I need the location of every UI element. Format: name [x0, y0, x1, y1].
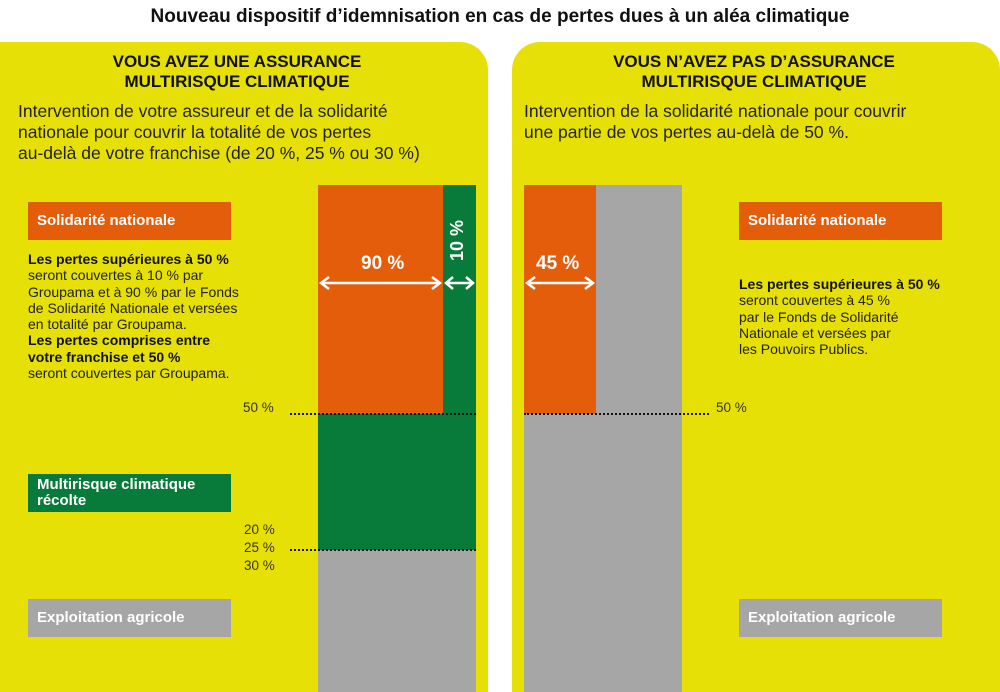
tick-50: 50 %: [243, 400, 274, 415]
tick-50: 50 %: [716, 400, 747, 415]
intro-line: une partie de vos pertes au-delà de 50 %…: [524, 122, 849, 142]
intro-line: au-delà de votre franchise (de 20 %, 25 …: [18, 143, 420, 163]
label-line: Multirisque climatique: [37, 476, 196, 493]
solidarite-45-block: [524, 185, 596, 414]
threshold-50-line: [290, 413, 476, 415]
desc-line: Nationale et versées par: [739, 324, 891, 341]
heading-line: VOUS AVEZ UNE ASSURANCE: [112, 52, 362, 71]
tick-25: 25 %: [244, 540, 275, 555]
panel-without-insurance: VOUS N’AVEZ PAS D’ASSURANCE MULTIRISQUE …: [512, 42, 1000, 692]
desc-line: en totalité par Groupama.: [28, 316, 187, 333]
desc-line: les Pouvoirs Publics.: [739, 341, 869, 358]
exploitation-label: Exploitation agricole: [739, 599, 942, 637]
solidarite-90-block: [318, 185, 443, 414]
panel-with-insurance: VOUS AVEZ UNE ASSURANCE MULTIRISQUE CLIM…: [0, 42, 488, 692]
threshold-50-line: [524, 413, 709, 415]
double-arrow-icon: [444, 276, 475, 290]
pct-45-label: 45 %: [536, 253, 580, 274]
label-text: Exploitation agricole: [37, 609, 185, 626]
intro-line: nationale pour couvrir la totalité de vo…: [18, 122, 372, 142]
desc-line: de Solidarité Nationale et versées: [28, 299, 238, 316]
exploitation-label: Exploitation agricole: [28, 599, 231, 637]
pct-10-label: 10 %: [447, 219, 468, 262]
label-text: Solidarité nationale: [37, 212, 176, 229]
page-title: Nouveau dispositif d’idemnisation en cas…: [150, 6, 850, 27]
desc-line: seront couvertes par Groupama.: [28, 365, 230, 382]
panel-heading: VOUS AVEZ UNE ASSURANCE MULTIRISQUE CLIM…: [72, 52, 402, 92]
heading-line: VOUS N’AVEZ PAS D’ASSURANCE: [613, 52, 895, 71]
coverage-description: Les pertes supérieures à 50 % seront cou…: [739, 276, 940, 357]
heading-line: MULTIRISQUE CLIMATIQUE: [641, 72, 867, 91]
intro-text: Intervention de votre assureur et de la …: [18, 101, 420, 164]
exploitation-block: [524, 414, 682, 692]
desc-line: Groupama et à 90 % par le Fonds: [28, 283, 239, 300]
tick-30: 30 %: [244, 558, 275, 573]
solidarite-label: Solidarité nationale: [28, 202, 231, 240]
multirisque-label: Multirisque climatique récolte: [28, 474, 231, 512]
label-text: Exploitation agricole: [748, 609, 896, 626]
groupama-10-block: [443, 185, 476, 414]
double-arrow-icon: [318, 276, 443, 290]
desc-line: seront couvertes à 10 % par: [28, 267, 204, 284]
multirisque-block: [318, 414, 476, 550]
intro-text: Intervention de la solidarité nationale …: [524, 101, 906, 143]
label-line: récolte: [37, 492, 87, 509]
desc-bold: Les pertes comprises entre: [28, 332, 211, 349]
desc-bold: votre franchise et 50 %: [28, 348, 181, 365]
desc-bold: Les pertes supérieures à 50 %: [28, 251, 229, 267]
heading-line: MULTIRISQUE CLIMATIQUE: [124, 72, 350, 91]
threshold-franchise-line: [290, 549, 476, 551]
pct-90-label: 90 %: [361, 253, 405, 274]
label-text: Solidarité nationale: [748, 212, 887, 229]
panel-heading: VOUS N’AVEZ PAS D’ASSURANCE MULTIRISQUE …: [554, 52, 954, 92]
uncovered-block: [596, 185, 682, 414]
desc-line: par le Fonds de Solidarité: [739, 308, 899, 325]
solidarite-label: Solidarité nationale: [739, 202, 942, 240]
intro-line: Intervention de la solidarité nationale …: [524, 101, 907, 121]
tick-20: 20 %: [244, 522, 275, 537]
double-arrow-icon: [524, 276, 596, 290]
desc-line: seront couvertes à 45 %: [739, 292, 890, 309]
intro-line: Intervention de votre assureur et de la …: [18, 101, 388, 121]
coverage-description: Les pertes supérieures à 50 % seront cou…: [28, 251, 239, 381]
exploitation-block: [318, 550, 476, 692]
desc-bold: Les pertes supérieures à 50 %: [739, 276, 940, 292]
